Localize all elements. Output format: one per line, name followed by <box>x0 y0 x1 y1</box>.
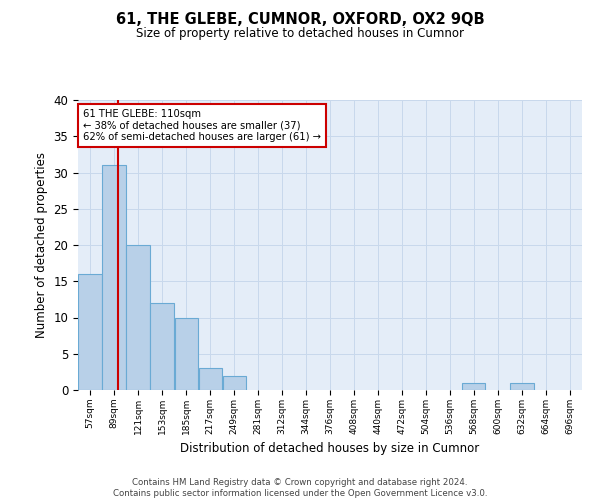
Bar <box>127 245 150 390</box>
Bar <box>151 303 174 390</box>
Bar <box>510 383 533 390</box>
Bar <box>223 376 246 390</box>
Text: Size of property relative to detached houses in Cumnor: Size of property relative to detached ho… <box>136 28 464 40</box>
Bar <box>175 318 198 390</box>
X-axis label: Distribution of detached houses by size in Cumnor: Distribution of detached houses by size … <box>181 442 479 456</box>
Bar <box>79 274 101 390</box>
Text: Contains HM Land Registry data © Crown copyright and database right 2024.
Contai: Contains HM Land Registry data © Crown c… <box>113 478 487 498</box>
Text: 61 THE GLEBE: 110sqm
← 38% of detached houses are smaller (37)
62% of semi-detac: 61 THE GLEBE: 110sqm ← 38% of detached h… <box>83 108 321 142</box>
Y-axis label: Number of detached properties: Number of detached properties <box>35 152 48 338</box>
Bar <box>462 383 485 390</box>
Text: 61, THE GLEBE, CUMNOR, OXFORD, OX2 9QB: 61, THE GLEBE, CUMNOR, OXFORD, OX2 9QB <box>116 12 484 28</box>
Bar <box>199 368 222 390</box>
Bar <box>103 165 125 390</box>
